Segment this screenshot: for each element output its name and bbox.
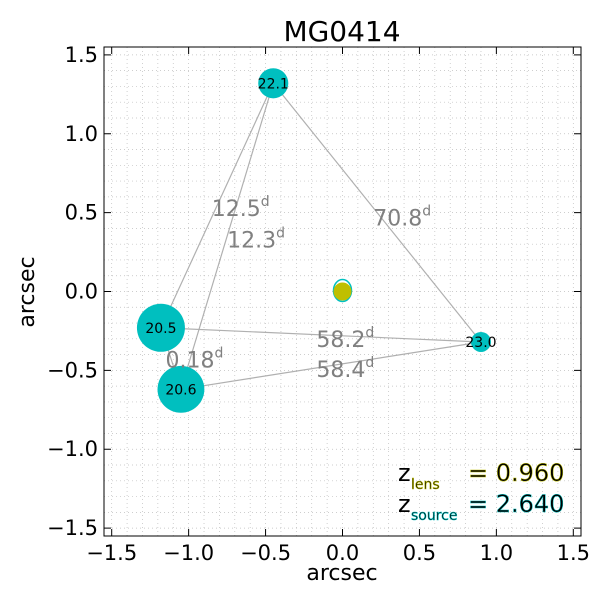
redshift-value: = 0.960	[468, 459, 564, 487]
image-magnitude-label: 22.1	[258, 76, 289, 92]
image-marker	[157, 365, 205, 413]
y-tick-label: 1.5	[65, 43, 98, 67]
redshift-symbol: z	[398, 459, 411, 487]
x-tick-label: −1.5	[86, 541, 137, 565]
time-delay-unit: d	[215, 345, 224, 361]
time-delay-label: 58.4d	[316, 355, 374, 383]
y-tick-label: −1.5	[47, 516, 98, 540]
x-axis-label: arcsec	[306, 561, 377, 586]
time-delay-unit: d	[422, 203, 431, 219]
redshift-value: = 2.640	[468, 490, 564, 518]
image-magnitude-label: 20.6	[165, 382, 196, 398]
time-delay-line	[272, 82, 482, 343]
time-delay-label: 12.3d	[227, 225, 285, 253]
time-delay-line	[160, 327, 482, 343]
chart-title: MG0414	[283, 15, 400, 48]
image-magnitude-label: 20.5	[145, 321, 176, 337]
time-delay-labels: 12.5d 12.3d 70.8d 58.2d 0.18d 58.4d	[166, 194, 432, 383]
time-delay-line	[160, 83, 274, 329]
y-tick-label: 0.0	[65, 280, 98, 304]
image-marker	[470, 331, 491, 352]
image-marker	[258, 68, 289, 99]
x-tick-label: −1.0	[163, 541, 214, 565]
time-delay-line	[180, 341, 482, 390]
x-tick-label: −0.5	[240, 541, 291, 565]
redshift-subscript: source	[411, 508, 458, 524]
time-delay-label: 0.18d	[166, 345, 224, 373]
source-marker	[332, 278, 353, 303]
time-delay-unit: d	[365, 355, 374, 371]
lens-images: 22.1 20.5 20.6 23.0	[136, 68, 497, 413]
time-delay-unit: d	[261, 194, 270, 210]
x-tick-label: 1.5	[557, 541, 590, 565]
image-magnitude-label: 23.0	[465, 335, 496, 351]
time-delay-lines	[160, 82, 482, 390]
time-delay-unit: d	[276, 225, 285, 241]
time-delay-label: 70.8d	[373, 203, 431, 231]
redshift-subscript: lens	[411, 477, 440, 493]
image-marker	[136, 303, 185, 352]
y-axis-label: arcsec	[15, 256, 40, 327]
x-tick-label: 0.5	[403, 541, 436, 565]
x-tick-label: 0.0	[326, 541, 359, 565]
time-delay-unit: d	[365, 325, 374, 341]
y-tick-label: 1.0	[65, 122, 98, 146]
axis-ticks: −1.5 −1.0 −0.5 0.0 0.5 1.0 1.5 1.5 1.0 0.5 0.0 −0.5…	[47, 43, 590, 565]
y-tick-label: −1.0	[47, 437, 98, 461]
redshift-symbol: z	[398, 490, 411, 518]
y-tick-label: −0.5	[47, 358, 98, 382]
time-delay-label: 12.5d	[212, 194, 270, 222]
x-tick-label: 1.0	[480, 541, 513, 565]
lens-marker	[333, 282, 352, 301]
time-delay-line	[180, 83, 274, 390]
time-delay-label: 58.2d	[316, 325, 374, 353]
y-tick-label: 0.5	[65, 201, 98, 225]
